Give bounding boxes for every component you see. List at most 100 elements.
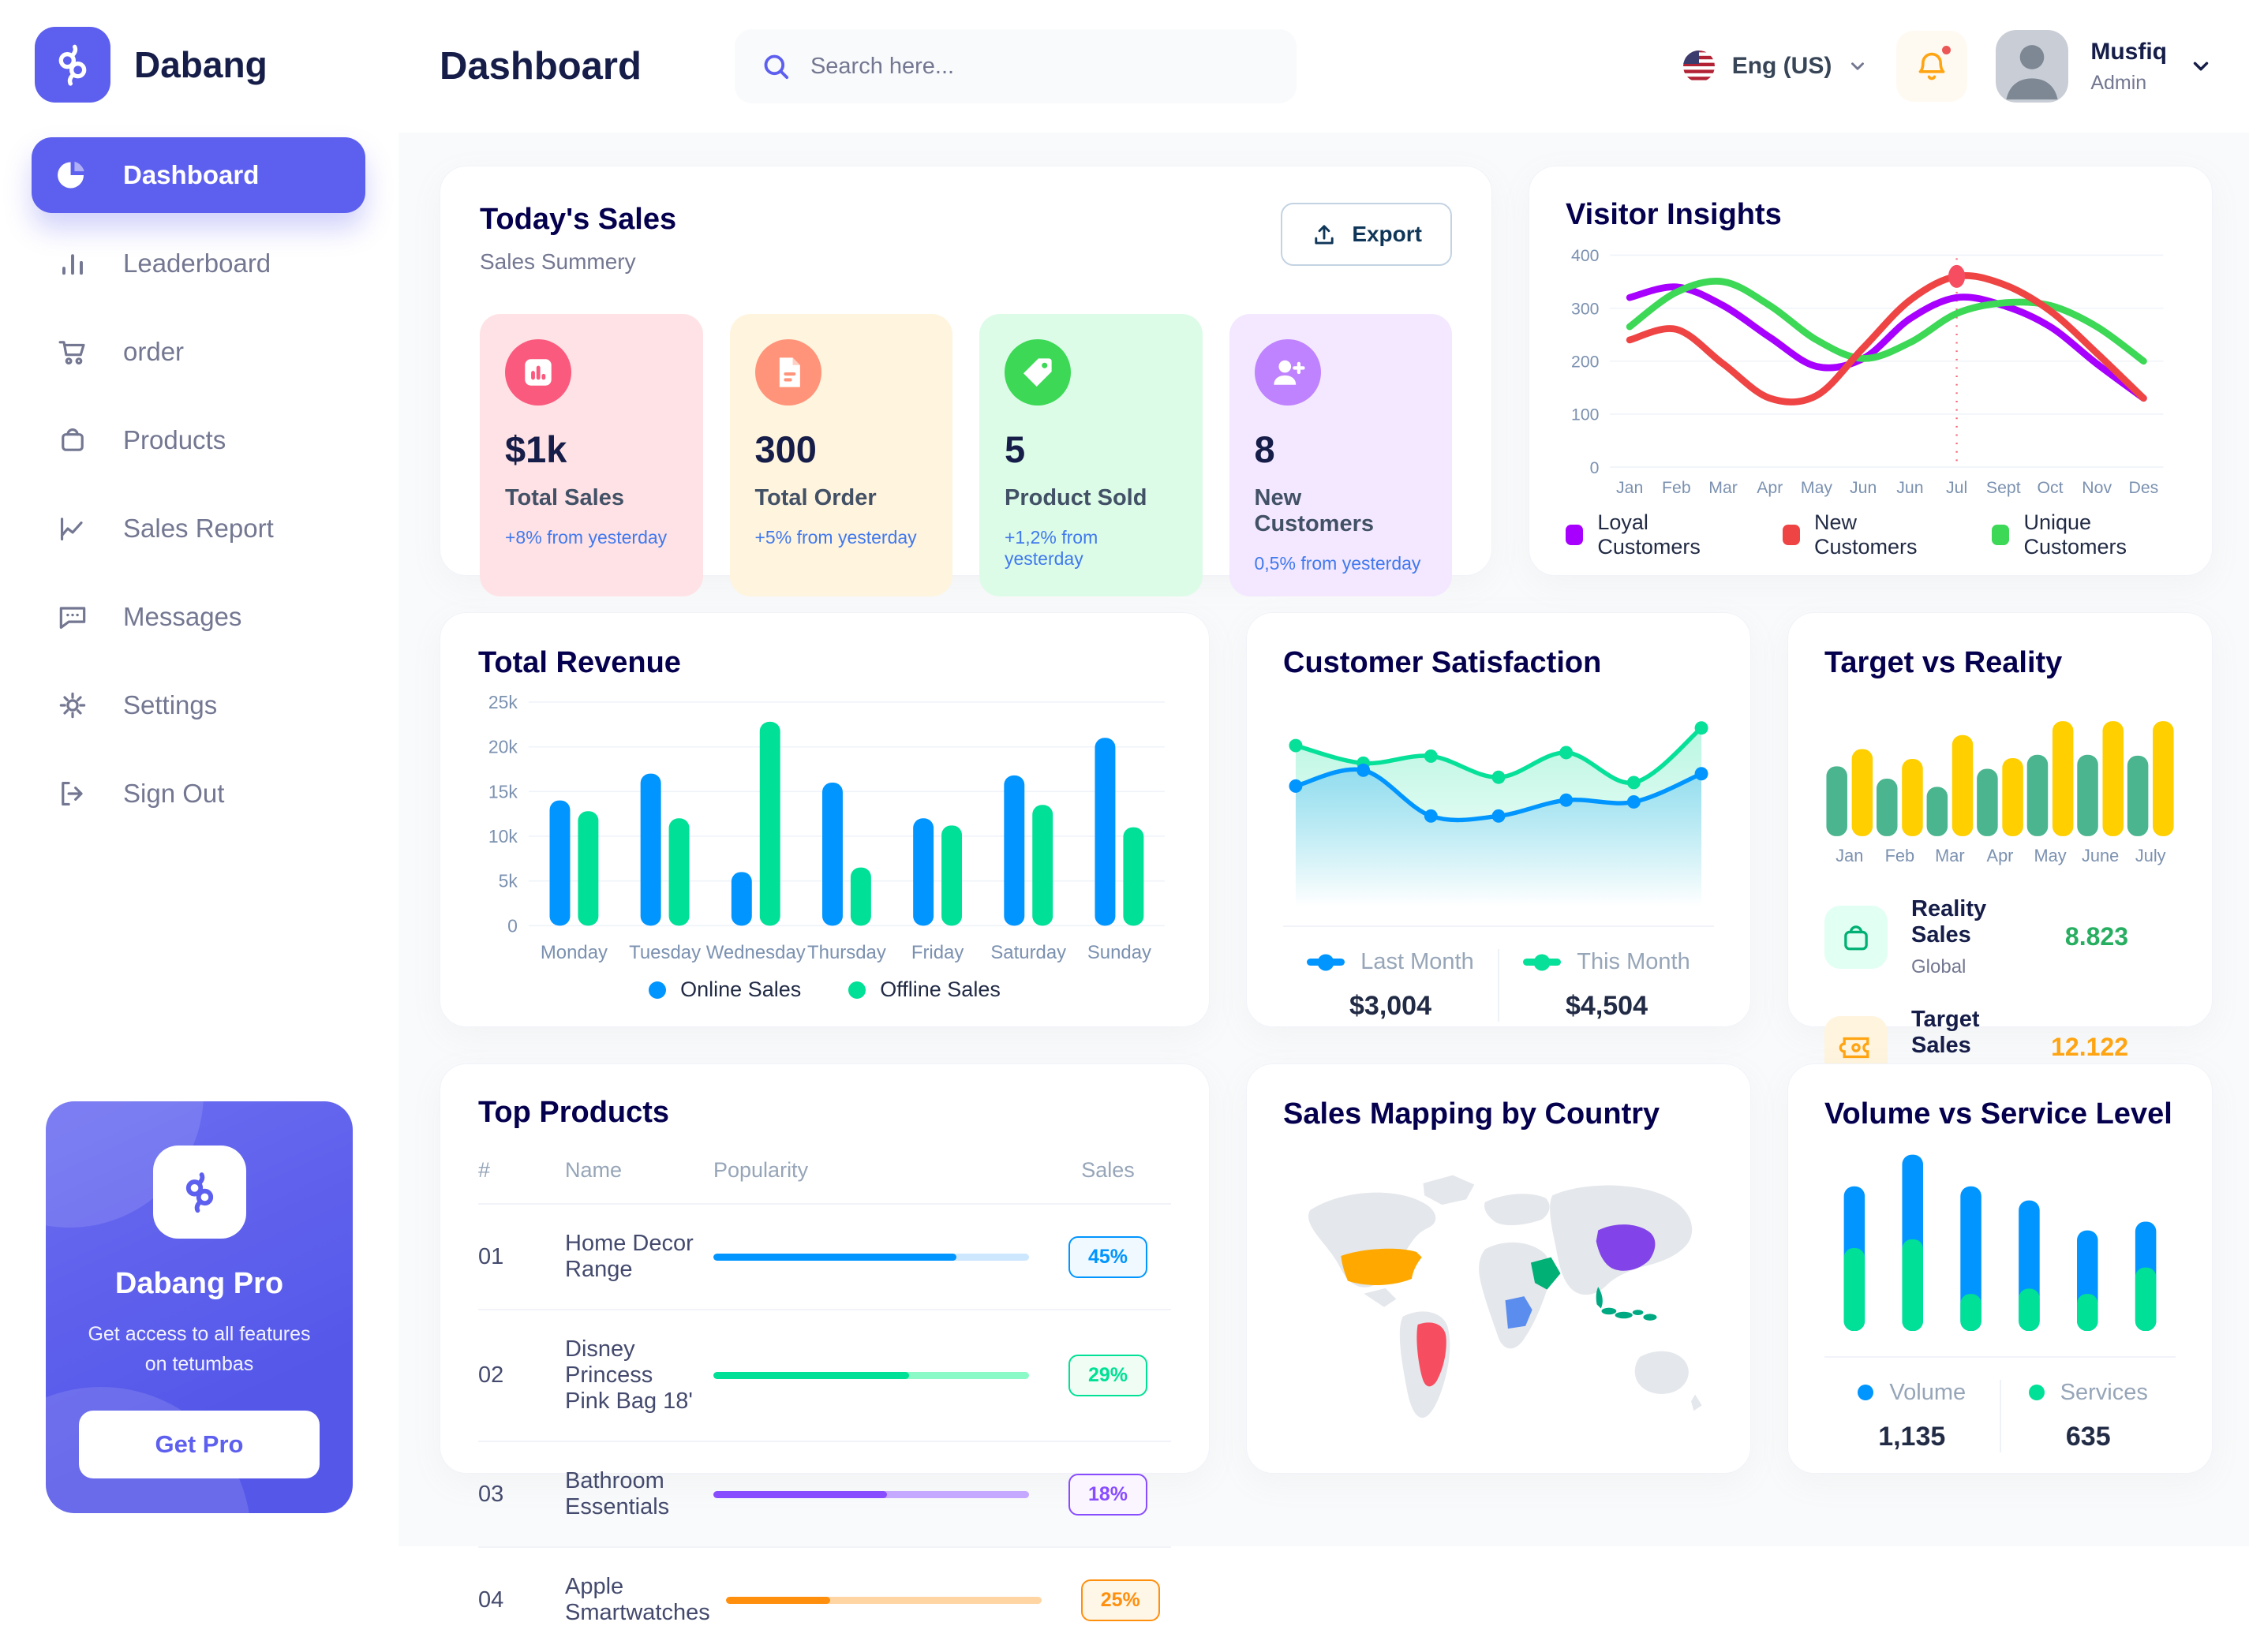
today-sales-title: Today's Sales [480,203,677,236]
svg-text:200: 200 [1571,352,1599,371]
legend-marker [1523,959,1562,966]
svg-text:20k: 20k [488,737,518,757]
svg-text:Sept: Sept [1986,478,2021,497]
legend-item-unique-customers: Unique Customers [1992,510,2176,559]
legend-swatch [1566,524,1584,545]
product-popularity [725,1596,1057,1604]
legend-label: Services [2060,1379,2148,1405]
sidebar-item-label: order [123,337,185,366]
bell-icon [1918,52,1945,80]
popularity-track [713,1490,1029,1498]
header-right: Eng (US) Musfiq Admin [1682,30,2213,103]
sidebar-item-label: Settings [123,690,218,719]
popularity-fill [713,1372,909,1379]
profile-menu[interactable]: Musfiq Admin [1996,30,2213,103]
popularity-fill [725,1596,830,1604]
product-rank: 04 [478,1587,504,1613]
top-products-rows: 01 Home Decor Range 45% 02 Disney Princess P… [478,1205,1171,1652]
map-country-usa [1341,1248,1422,1285]
sidebar-item-settings[interactable]: Settings [32,667,365,743]
map-country-saudi [1530,1257,1561,1290]
product-sales: 25% [1057,1579,1184,1621]
volume-vs-service-card: Volume vs Service Level Volume 1,135 Servi… [1787,1063,2213,1474]
get-pro-button[interactable]: Get Pro [79,1411,320,1478]
target-vs-reality-card: Target vs Reality Jan Feb Mar Apr May June Jul… [1787,612,2213,1088]
svg-text:Tuesday: Tuesday [629,942,701,963]
table-row: 01 Home Decor Range 45% [478,1205,1171,1310]
sales-badge: 25% [1080,1579,1160,1621]
cart-icon [55,335,90,369]
total-revenue-chart: 0 5k 10k 15k 20k 25k Monday Tuesday Wednesday Thu… [488,693,1166,963]
product-sales: 18% [1045,1473,1171,1516]
svg-text:300: 300 [1571,299,1599,318]
product-name: Bathroom Essentials [565,1468,670,1519]
search-icon [760,50,791,82]
customer-satisfaction-chart [1289,721,1708,907]
dashboard-content: Today's Sales Sales Summery Export $1k To… [399,133,2249,1625]
popularity-track [725,1596,1042,1604]
map-country-china [1596,1224,1656,1271]
stat-trend: +8% from yesterday [505,527,668,548]
sign-out-icon [55,776,90,811]
sidebar: Dabang Dashboard Leaderboard order [0,0,399,1546]
svg-text:Jan: Jan [1616,478,1643,497]
popularity-fill [713,1490,887,1498]
product-sales: 29% [1045,1355,1171,1396]
legend-total: $4,504 [1566,991,1648,1022]
legend-label: Online Sales [680,977,802,1002]
sidebar-item-sales-report[interactable]: Sales Report [32,491,365,566]
language-selector[interactable]: Eng (US) [1682,49,1869,84]
sidebar-item-messages[interactable]: Messages [32,579,365,655]
stat-trend: +1,2% from yesterday [1005,527,1098,569]
legend-label: Unique Customers [2023,510,2127,559]
sidebar-item-sign-out[interactable]: Sign Out [32,756,365,832]
legend-item-new-customers: New Customers [1782,510,1944,559]
svg-text:15k: 15k [488,781,518,802]
legend-sublabel: Global [1911,955,1966,977]
customer-satisfaction-card: Customer Satisfaction Last Month $3,004 Th… [1246,612,1751,1027]
sidebar-item-dashboard[interactable]: Dashboard [32,137,365,213]
total-revenue-legend: Online Sales Offline Sales [478,977,1171,1002]
customer-satisfaction-title: Customer Satisfaction [1283,646,1602,679]
legend-item-online-sales: Online Sales [649,977,801,1002]
target-vs-reality-title: Target vs Reality [1824,646,2063,679]
sidebar-item-order[interactable]: order [32,314,365,390]
stat-label: New Customers [1254,485,1375,536]
popularity-fill [713,1253,956,1261]
product-popularity [713,1372,1045,1379]
legend-dot [1858,1385,1874,1401]
legend-label: This Month [1577,949,1690,975]
sales-mapping-title: Sales Mapping by Country [1283,1097,1660,1131]
legend-total: 635 [2065,1421,2111,1452]
header: Dashboard Eng (US) [399,0,2249,133]
notifications-button[interactable] [1896,31,1968,102]
svg-text:Sunday: Sunday [1087,942,1151,963]
page-title: Dashboard [440,45,642,88]
legend-item-services: Services 635 [1999,1379,2176,1452]
sales-mapping-card: Sales Mapping by Country [1246,1063,1751,1474]
bar-chart-icon [55,246,90,281]
bag-icon [1824,905,1888,969]
top-products-header: # Name Popularity Sales [478,1130,1171,1205]
svg-text:Apr: Apr [1987,846,2014,865]
sidebar-item-leaderboard[interactable]: Leaderboard [32,226,365,301]
sidebar-item-products[interactable]: Products [32,402,365,478]
svg-text:May: May [1801,478,1833,497]
svg-text:10k: 10k [488,826,518,847]
stat-value: 8 [1254,428,1275,470]
export-button[interactable]: Export [1281,203,1452,266]
world-map [1308,1175,1702,1418]
search-input[interactable] [810,53,1271,80]
legend-label: New Customers [1814,510,1918,559]
map-country-drcongo [1505,1296,1532,1329]
top-products-card: Top Products # Name Popularity Sales 01 H… [440,1063,1210,1625]
legend-dot [649,981,667,999]
app-root: Dabang Dashboard Leaderboard order [0,0,2249,1546]
svg-text:0: 0 [507,915,518,936]
legend-item-loyal-customers: Loyal Customers [1566,510,1735,559]
stat-label: Total Sales [505,485,624,510]
line-chart-icon [55,511,90,546]
table-row: 03 Bathroom Essentials 18% [478,1442,1171,1548]
sales-badge: 45% [1068,1235,1147,1278]
main-area: Dashboard Eng (US) [399,0,2249,1625]
